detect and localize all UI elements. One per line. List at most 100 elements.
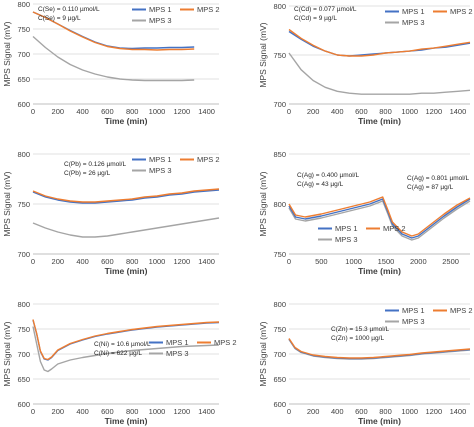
series-line-mps-2 [32, 11, 195, 51]
x-tick-label: 0 [31, 257, 35, 266]
series-line-mps-2 [288, 28, 471, 57]
y-tick-label: 800 [273, 200, 286, 209]
legend: MPS 1 MPS 2 MPS 3 [385, 7, 473, 27]
legend-label: MPS 2 [197, 155, 220, 164]
x-tick-label: 1500 [378, 257, 395, 266]
y-tick-label: 650 [17, 375, 30, 384]
legend: MPS 1 MPS 2 MPS 3 [132, 155, 220, 175]
concentration-annotation: C(Ag) = 0.400 µmol/L [297, 172, 359, 179]
legend-label: MPS 3 [149, 166, 172, 175]
x-tick-label: 1000 [345, 257, 362, 266]
series-line-mps-3 [288, 200, 471, 241]
concentration-annotation: C(Zn) = 15.3 µmol/L [331, 326, 389, 333]
series-line-mps-2 [288, 196, 471, 237]
concentration-annotation: C(Ag) = 87 µg/L [407, 184, 454, 191]
legend-label: MPS 2 [214, 338, 237, 347]
x-tick-label: 1000 [149, 107, 166, 116]
series-line-mps-2 [32, 188, 220, 203]
x-tick-label: 200 [52, 407, 65, 416]
concentration-annotation: C(Pb) = 0.126 µmol/L [64, 161, 126, 168]
legend-label: MPS 1 [149, 5, 172, 14]
y-tick-label: 600 [17, 400, 30, 409]
legend: MPS 1 MPS 2 MPS 3 [132, 5, 220, 25]
concentration-annotation: C(Se) = 0.110 µmol/L [38, 6, 100, 13]
concentration-annotation: C(Ni) = 622 µg/L [94, 350, 142, 357]
x-tick-label: 1400 [198, 407, 215, 416]
y-tick-label: 700 [17, 50, 30, 59]
legend-label: MPS 2 [450, 7, 473, 16]
x-tick-label: 1200 [173, 257, 190, 266]
y-tick-label: 750 [17, 25, 30, 34]
y-tick-label: 750 [273, 325, 286, 334]
chart-panel-ni: 600 650 700 750 800 0 200 400 600 800 1000 1200 1400… [2, 300, 237, 426]
x-tick-label: 600 [101, 407, 114, 416]
x-tick-label: 800 [126, 107, 139, 116]
legend: MPS 1 MPS 2 MPS 3 [318, 224, 406, 244]
x-tick-label: 1200 [173, 407, 190, 416]
concentration-annotation: C(Pb) = 26 µg/L [64, 170, 111, 177]
x-axis-label: Time (min) [358, 416, 401, 426]
legend-label: MPS 3 [402, 317, 425, 326]
legend: MPS 1 MPS 2 MPS 3 [385, 306, 473, 326]
legend-label: MPS 3 [335, 235, 358, 244]
x-tick-label: 1000 [401, 107, 418, 116]
x-axis-label: Time (min) [105, 416, 148, 426]
x-tick-label: 200 [307, 407, 320, 416]
x-tick-label: 1000 [149, 257, 166, 266]
x-tick-label: 600 [355, 107, 368, 116]
y-tick-label: 600 [17, 100, 30, 109]
chart-panel-ag: 750 800 850 0 500 1000 1500 2000 2500 Time (min) M… [258, 150, 471, 276]
legend-label: MPS 1 [402, 306, 425, 315]
x-axis-label: Time (min) [105, 116, 148, 126]
y-tick-label: 800 [273, 2, 286, 11]
concentration-annotation: C(Cd) = 0.077 µmol/L [294, 6, 357, 13]
y-tick-label: 800 [17, 150, 30, 159]
x-tick-label: 1000 [401, 407, 418, 416]
x-tick-label: 1400 [198, 257, 215, 266]
y-tick-label: 650 [273, 375, 286, 384]
y-tick-label: 750 [273, 250, 286, 259]
chart-panel-se: 600 650 700 750 800 0 200 400 600 800 1000 1200 1400… [2, 0, 220, 126]
legend-label: MPS 2 [197, 5, 220, 14]
y-tick-label: 700 [273, 100, 286, 109]
series-line-mps-1 [32, 189, 220, 204]
x-tick-label: 600 [101, 257, 114, 266]
x-tick-label: 1400 [198, 107, 215, 116]
legend-label: MPS 1 [335, 224, 358, 233]
x-tick-label: 400 [331, 107, 344, 116]
series-line-mps-3 [32, 217, 220, 238]
legend-label: MPS 2 [450, 306, 473, 315]
x-axis-label: Time (min) [105, 266, 148, 276]
series-line-mps-3 [288, 52, 471, 95]
x-axis-label: Time (min) [358, 266, 401, 276]
x-tick-label: 0 [287, 407, 291, 416]
y-tick-label: 750 [17, 200, 30, 209]
y-axis-label: MPS Signal (mV) [2, 171, 12, 236]
chart-panel-cd: 700 750 800 0 200 400 600 800 1000 1200 1400 Time (… [258, 2, 473, 126]
x-tick-label: 200 [52, 257, 65, 266]
y-tick-label: 700 [273, 350, 286, 359]
legend-label: MPS 3 [166, 349, 189, 358]
x-tick-label: 1400 [450, 107, 467, 116]
y-tick-label: 700 [17, 350, 30, 359]
x-tick-label: 200 [52, 107, 65, 116]
y-tick-label: 650 [17, 75, 30, 84]
x-tick-label: 600 [101, 107, 114, 116]
x-tick-label: 0 [31, 107, 35, 116]
y-axis-label: MPS Signal (mV) [2, 321, 12, 386]
y-axis-label: MPS Signal (mV) [2, 21, 12, 86]
x-tick-label: 2000 [410, 257, 427, 266]
series-line-mps-2 [32, 319, 220, 361]
y-tick-label: 850 [273, 150, 286, 159]
chart-panel-zn: 600 650 700 750 800 0 200 400 600 800 1000 1200 1400… [258, 300, 473, 426]
x-tick-label: 800 [126, 257, 139, 266]
y-tick-label: 750 [273, 51, 286, 60]
x-tick-label: 0 [287, 257, 291, 266]
concentration-annotation: C(Se) = 9 µg/L [38, 15, 81, 22]
y-tick-label: 800 [273, 300, 286, 309]
legend-label: MPS 3 [149, 16, 172, 25]
x-tick-label: 400 [76, 107, 89, 116]
concentration-annotation: C(Ni) = 10.6 µmol/L [94, 341, 151, 348]
legend: MPS 1 MPS 2 MPS 3 [149, 338, 237, 358]
